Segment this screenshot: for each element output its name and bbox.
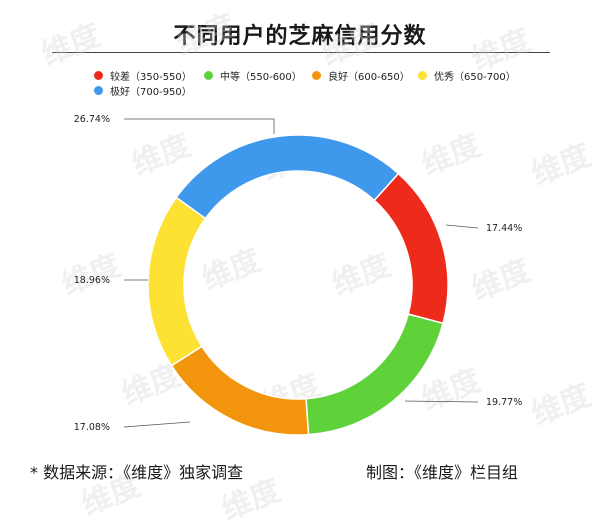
- legend-label: 中等（550-600）: [220, 72, 302, 83]
- donut-slice: [170, 345, 310, 436]
- callout-line: [124, 118, 275, 134]
- chart-title: 不同用户的芝麻信用分数: [173, 24, 427, 49]
- callout-line: [123, 421, 191, 428]
- legend-item: 优秀（650-700）: [418, 68, 516, 83]
- data-label: 18.96%: [74, 275, 110, 286]
- chart-credit: 制图：《维度》栏目组: [366, 463, 519, 482]
- legend-label: 极好（700-950）: [110, 87, 192, 98]
- legend: 较差（350-550） 中等（550-600） 良好（600-650） 优秀（650-…: [0, 0, 600, 100]
- data-label: 17.08%: [74, 422, 110, 433]
- legend-swatch: [312, 71, 321, 80]
- donut-slice: [147, 196, 207, 367]
- callout-line: [445, 224, 479, 229]
- data-label: 26.74%: [74, 114, 110, 125]
- legend-label: 良好（600-650）: [328, 72, 410, 83]
- legend-swatch: [418, 71, 427, 80]
- data-label: 19.77%: [486, 397, 522, 408]
- donut-chart: 17.44% 19.77% 17.08% 18.96% 26.74%: [74, 114, 522, 436]
- donut-slice: [175, 134, 400, 220]
- legend-swatch: [204, 71, 213, 80]
- legend-item: 良好（600-650）: [312, 68, 410, 83]
- donut-slice: [305, 313, 444, 436]
- callout-line: [404, 400, 479, 403]
- data-label: 17.44%: [486, 223, 522, 234]
- footer: * 数据来源：《维度》独家调查 制图：《维度》栏目组: [0, 455, 600, 485]
- title-bar: 不同用户的芝麻信用分数: [0, 0, 600, 58]
- title-divider: [52, 52, 550, 53]
- data-source-note: * 数据来源：《维度》独家调查: [30, 463, 244, 482]
- legend-label: 优秀（650-700）: [434, 72, 516, 83]
- legend-swatch: [94, 71, 103, 80]
- legend-item: 极好（700-950）: [94, 83, 192, 98]
- legend-swatch: [94, 86, 103, 95]
- legend-label: 较差（350-550）: [110, 72, 192, 83]
- legend-item: 中等（550-600）: [204, 68, 302, 83]
- donut-slice: [373, 172, 449, 325]
- legend-item: 较差（350-550）: [94, 68, 192, 83]
